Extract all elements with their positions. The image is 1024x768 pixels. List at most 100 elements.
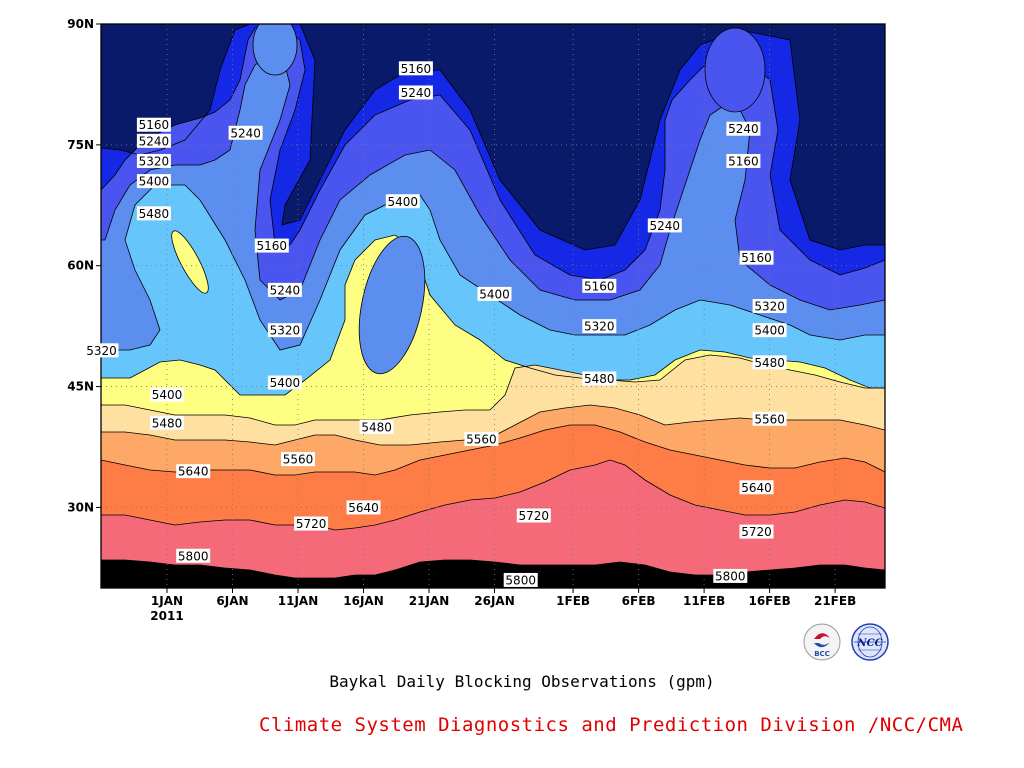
contour-label: 5480 <box>136 206 171 221</box>
svg-text:5400: 5400 <box>152 388 183 402</box>
svg-text:5480: 5480 <box>139 207 170 221</box>
contour-label: 5240 <box>647 218 682 233</box>
svg-text:5160: 5160 <box>584 279 615 293</box>
x-tick-label: 11JAN <box>278 594 319 608</box>
contour-label: 5400 <box>385 194 420 209</box>
x-tick-label: 26JAN <box>474 594 515 608</box>
x-tick-label: 1JAN <box>151 594 183 608</box>
svg-text:5480: 5480 <box>584 372 615 386</box>
svg-text:5160: 5160 <box>728 154 759 168</box>
svg-text:5400: 5400 <box>388 195 419 209</box>
svg-text:5240: 5240 <box>650 219 681 233</box>
svg-text:5240: 5240 <box>270 283 301 297</box>
contour-label: 5560 <box>464 431 499 446</box>
svg-text:5400: 5400 <box>479 287 510 301</box>
contour-lines <box>101 24 885 579</box>
svg-text:5160: 5160 <box>257 239 288 253</box>
contour-line <box>101 354 885 426</box>
contour-patch <box>171 230 209 294</box>
x-tick-label: 6FEB <box>622 594 656 608</box>
contour-label: 5400 <box>136 174 171 189</box>
contour-label: 5640 <box>346 500 381 515</box>
contour-patch <box>358 235 426 375</box>
contour-labels: 5160 5240 5320 5400 5480 5240 5160 5240 5320 5400… <box>84 61 787 587</box>
contour-label: 5480 <box>150 415 184 430</box>
contour-band <box>101 560 885 588</box>
ncc-logo: NCC <box>851 623 889 661</box>
contour-label: 5160 <box>398 61 433 76</box>
x-tick-label: 11FEB <box>683 594 725 608</box>
contour-label: 5640 <box>176 464 211 479</box>
svg-text:5320: 5320 <box>139 154 170 168</box>
svg-text:5320: 5320 <box>86 344 117 358</box>
svg-text:5640: 5640 <box>348 501 379 515</box>
contour-label: 5160 <box>254 238 289 253</box>
y-tick-label: 60N <box>67 259 94 273</box>
svg-text:5320: 5320 <box>270 324 301 338</box>
svg-text:5480: 5480 <box>754 356 785 370</box>
svg-text:5480: 5480 <box>152 416 183 430</box>
contour-label: 5320 <box>136 153 171 168</box>
y-tick-label: 30N <box>67 500 94 514</box>
contour-band <box>101 460 885 588</box>
contour-label: 5800 <box>503 572 538 587</box>
credit-text: Climate System Diagnostics and Predictio… <box>259 714 964 736</box>
contour-label: 5560 <box>281 452 315 467</box>
x-tick-label: 1FEB <box>556 594 590 608</box>
contour-label: 5160 <box>726 153 761 168</box>
contour-label: 5640 <box>739 480 774 495</box>
y-axis: 90N 75N 60N 45N 30N <box>67 17 101 514</box>
contour-label: 5240 <box>136 133 171 148</box>
svg-text:5160: 5160 <box>741 251 772 265</box>
contour-label: 5320 <box>752 299 787 314</box>
x-year-label: 2011 <box>150 609 183 623</box>
svg-text:5720: 5720 <box>519 509 550 523</box>
contour-label: 5400 <box>267 375 302 390</box>
contour-label: 5480 <box>752 355 787 370</box>
svg-text:5240: 5240 <box>401 86 432 100</box>
y-tick-label: 75N <box>67 138 94 152</box>
svg-text:BCC: BCC <box>814 650 830 658</box>
bcc-logo: BCC <box>803 623 841 661</box>
svg-text:5320: 5320 <box>584 320 615 334</box>
y-tick-label: 90N <box>67 17 94 31</box>
contour-label: 5800 <box>176 548 211 563</box>
svg-text:5400: 5400 <box>754 324 785 338</box>
svg-text:5720: 5720 <box>741 525 772 539</box>
contour-label: 5560 <box>752 411 787 426</box>
svg-text:5800: 5800 <box>715 569 746 583</box>
svg-text:5720: 5720 <box>296 517 327 531</box>
svg-text:5240: 5240 <box>230 126 261 140</box>
contour-label: 5720 <box>516 508 551 523</box>
contour-label: 5320 <box>267 323 302 338</box>
contour-label: 5160 <box>582 278 617 293</box>
contour-label: 5240 <box>726 121 761 136</box>
contour-patch <box>704 27 766 113</box>
svg-text:5560: 5560 <box>754 412 785 426</box>
contour-label: 5320 <box>582 319 617 334</box>
contour-label: 5320 <box>84 343 119 358</box>
contour-line <box>101 559 885 579</box>
svg-text:5400: 5400 <box>139 175 170 189</box>
contour-label: 5160 <box>136 117 171 132</box>
contour-label: 5400 <box>477 286 512 301</box>
contour-label: 5480 <box>582 371 617 386</box>
svg-text:5640: 5640 <box>741 481 772 495</box>
grid-lines <box>101 23 885 588</box>
contour-label: 5720 <box>739 524 774 539</box>
chart-title: Baykal Daily Blocking Observations (gpm) <box>329 672 715 691</box>
svg-text:5800: 5800 <box>505 573 536 587</box>
x-tick-label: 21FEB <box>814 594 856 608</box>
x-tick-label: 6JAN <box>216 594 248 608</box>
svg-text:5400: 5400 <box>270 376 301 390</box>
contour-line <box>101 459 885 531</box>
contour-label: 5240 <box>267 282 302 297</box>
svg-text:5240: 5240 <box>139 134 170 148</box>
svg-text:5560: 5560 <box>466 432 497 446</box>
logos: BCC NCC <box>803 623 889 661</box>
contour-patch <box>252 24 298 76</box>
contour-label: 5160 <box>739 250 774 265</box>
x-tick-label: 21JAN <box>409 594 450 608</box>
